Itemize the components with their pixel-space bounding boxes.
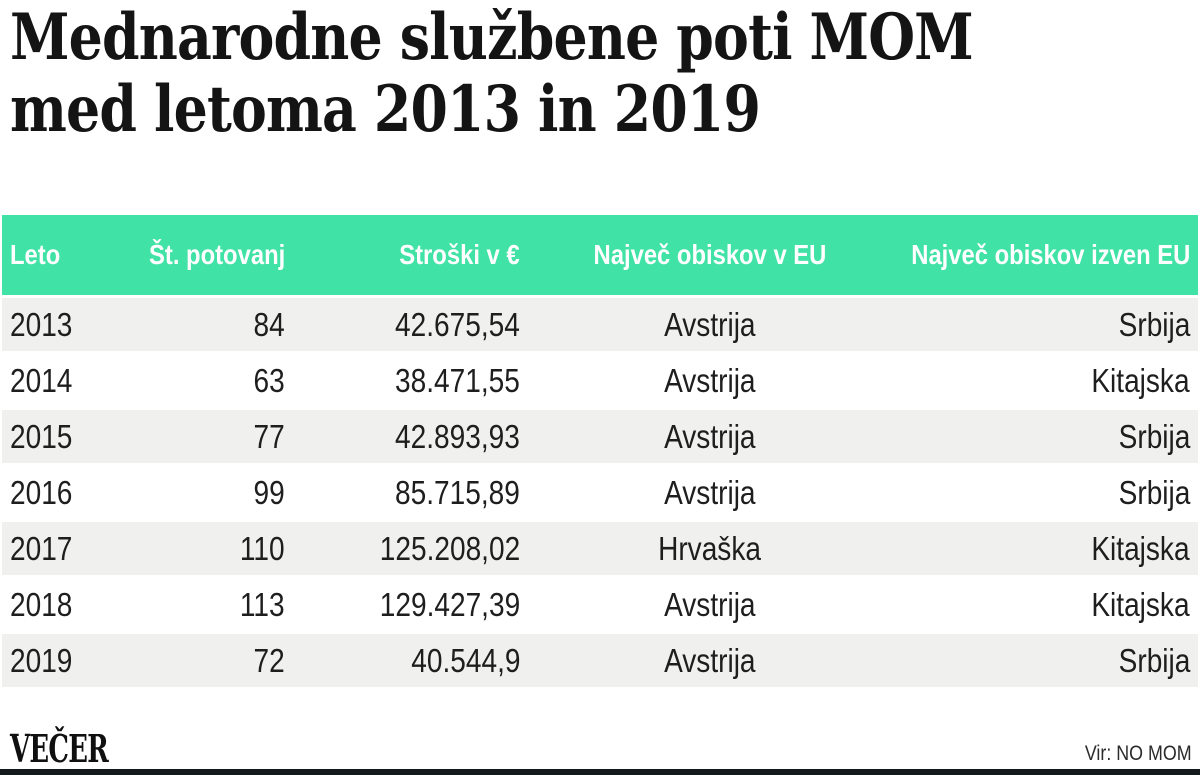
page-title-line1: Mednarodne službene poti MOM bbox=[10, 0, 974, 75]
table-cell-value: 2016 bbox=[10, 473, 73, 511]
brand-logo: VEČER bbox=[10, 726, 109, 771]
column-header-2: Stroški v € bbox=[285, 215, 520, 295]
table-cell-value: Avstrija bbox=[664, 585, 756, 623]
table-cell-value: 2019 bbox=[10, 641, 73, 679]
table-cell: 129.427,39 bbox=[285, 578, 520, 631]
table-cell: 125.208,02 bbox=[285, 522, 520, 575]
table-cell: Avstrija bbox=[520, 634, 900, 687]
table-cell-value: 2013 bbox=[10, 305, 73, 343]
accent-bottom-bar bbox=[0, 769, 1200, 775]
table-cell: 99 bbox=[115, 466, 285, 519]
table-cell-value: 40.544,9 bbox=[410, 641, 520, 679]
table-cell: Srbija bbox=[900, 634, 1190, 687]
table-cell: 40.544,9 bbox=[285, 634, 520, 687]
table-cell-value: Avstrija bbox=[664, 361, 756, 399]
table-cell: Srbija bbox=[900, 298, 1190, 351]
table-cell: 77 bbox=[115, 410, 285, 463]
table-cell: Avstrija bbox=[520, 410, 900, 463]
table-cell-value: Srbija bbox=[1118, 473, 1190, 511]
page-title-line2: med letoma 2013 in 2019 bbox=[10, 72, 761, 147]
table-cell: 2013 bbox=[10, 298, 115, 351]
table-cell: 85.715,89 bbox=[285, 466, 520, 519]
table-row-2019: 2019 72 40.544,9 Avstrija Srbija bbox=[2, 634, 1198, 687]
table-cell-value: Hrvaška bbox=[658, 529, 762, 567]
table-cell: Avstrija bbox=[520, 354, 900, 407]
table-row-2014: 2014 63 38.471,55 Avstrija Kitajska bbox=[2, 354, 1198, 407]
table-cell: Avstrija bbox=[520, 298, 900, 351]
table-cell-value: Srbija bbox=[1118, 305, 1190, 343]
table-cell: 2014 bbox=[10, 354, 115, 407]
table-cell: Hrvaška bbox=[520, 522, 900, 575]
table-row-2018: 2018 113 129.427,39 Avstrija Kitajska bbox=[2, 578, 1198, 631]
table-cell-value: Avstrija bbox=[664, 305, 756, 343]
column-header-label: Stroški v € bbox=[399, 239, 520, 270]
table-cell: 42.675,54 bbox=[285, 298, 520, 351]
table-cell-value: 42.893,93 bbox=[395, 417, 520, 455]
table-cell-value: 84 bbox=[253, 305, 285, 343]
table-cell: 42.893,93 bbox=[285, 410, 520, 463]
table-cell: 63 bbox=[115, 354, 285, 407]
table-row-2015: 2015 77 42.893,93 Avstrija Srbija bbox=[2, 410, 1198, 463]
trips-table: Leto Št. potovanj Stroški v € Največ obisko… bbox=[2, 215, 1198, 687]
page-title: Mednarodne službene poti MOM med letoma … bbox=[10, 0, 974, 147]
column-header-label: Največ obiskov v EU bbox=[593, 239, 827, 270]
table-cell: 2019 bbox=[10, 634, 115, 687]
source-label: Vir: NO MOM bbox=[1066, 742, 1192, 766]
table-cell: 2015 bbox=[10, 410, 115, 463]
column-header-3: Največ obiskov v EU bbox=[520, 215, 900, 295]
table-cell: Avstrija bbox=[520, 466, 900, 519]
table-cell-value: 110 bbox=[240, 529, 285, 567]
table-cell-value: Avstrija bbox=[664, 641, 756, 679]
table-cell-value: Kitajska bbox=[1091, 529, 1190, 567]
table-cell-value: Srbija bbox=[1118, 417, 1190, 455]
table-cell-value: 113 bbox=[240, 585, 285, 623]
column-header-0: Leto bbox=[10, 215, 115, 295]
table-cell: 2016 bbox=[10, 466, 115, 519]
table-cell-value: 42.675,54 bbox=[395, 305, 520, 343]
column-header-label: Leto bbox=[10, 239, 61, 270]
table-cell: 38.471,55 bbox=[285, 354, 520, 407]
table-cell: 2017 bbox=[10, 522, 115, 575]
table-cell-value: 2018 bbox=[10, 585, 73, 623]
table-row-2016: 2016 99 85.715,89 Avstrija Srbija bbox=[2, 466, 1198, 519]
table-row-2017: 2017 110 125.208,02 Hrvaška Kitajska bbox=[2, 522, 1198, 575]
table-cell-value: 72 bbox=[253, 641, 285, 679]
table-cell-value: Avstrija bbox=[664, 473, 756, 511]
table-cell-value: 63 bbox=[253, 361, 285, 399]
column-header-4: Največ obiskov izven EU bbox=[900, 215, 1190, 295]
table-cell-value: 77 bbox=[253, 417, 285, 455]
table-cell: Srbija bbox=[900, 466, 1190, 519]
table-cell-value: 99 bbox=[253, 473, 285, 511]
table-cell-value: 129.427,39 bbox=[379, 585, 520, 623]
table-cell-value: Avstrija bbox=[664, 417, 756, 455]
column-header-label: Največ obiskov izven EU bbox=[910, 239, 1190, 270]
table-cell-value: Srbija bbox=[1118, 641, 1190, 679]
table-cell-value: 2015 bbox=[10, 417, 73, 455]
table-cell-value: Kitajska bbox=[1091, 361, 1190, 399]
table-body: 2013 84 42.675,54 Avstrija Srbija 2014 63 38.47… bbox=[2, 298, 1198, 687]
table-cell: 113 bbox=[115, 578, 285, 631]
table-cell: Kitajska bbox=[900, 354, 1190, 407]
table-row-2013: 2013 84 42.675,54 Avstrija Srbija bbox=[2, 298, 1198, 351]
table-cell: Kitajska bbox=[900, 522, 1190, 575]
table-cell-value: 85.715,89 bbox=[395, 473, 520, 511]
table-cell: 110 bbox=[115, 522, 285, 575]
table-cell-value: 125.208,02 bbox=[379, 529, 520, 567]
table-cell-value: 2014 bbox=[10, 361, 73, 399]
table-cell: Avstrija bbox=[520, 578, 900, 631]
table-cell-value: 2017 bbox=[10, 529, 73, 567]
column-header-1: Št. potovanj bbox=[115, 215, 285, 295]
table-cell: Srbija bbox=[900, 410, 1190, 463]
table-cell: Kitajska bbox=[900, 578, 1190, 631]
table-cell: 84 bbox=[115, 298, 285, 351]
source-label-text: Vir: NO MOM bbox=[1085, 742, 1192, 765]
table-header-row: Leto Št. potovanj Stroški v € Največ obisko… bbox=[2, 215, 1198, 295]
table-cell: 2018 bbox=[10, 578, 115, 631]
table-cell-value: Kitajska bbox=[1091, 585, 1190, 623]
table-cell: 72 bbox=[115, 634, 285, 687]
table-cell-value: 38.471,55 bbox=[395, 361, 520, 399]
column-header-label: Št. potovanj bbox=[148, 239, 285, 270]
